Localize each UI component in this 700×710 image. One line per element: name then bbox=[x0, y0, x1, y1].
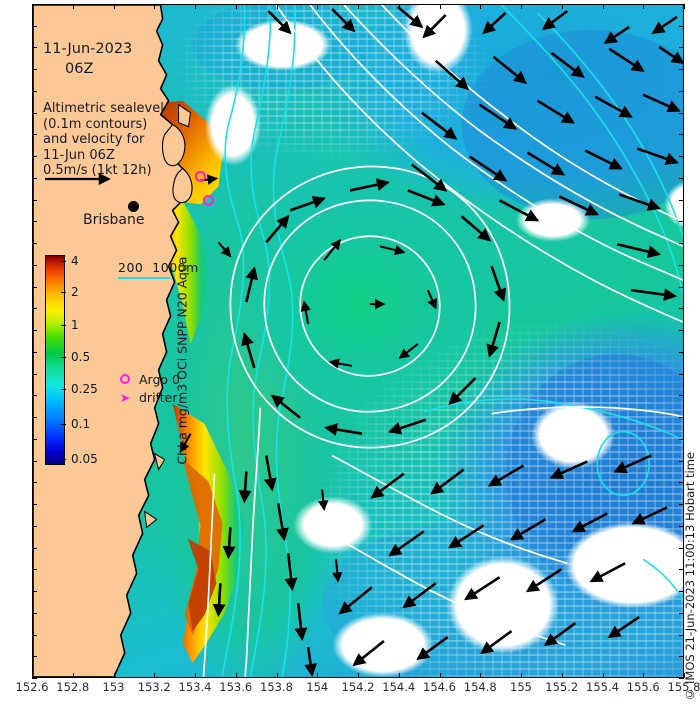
y-axis-labels: 26.626.726.826.92727.127.227.327.427.527… bbox=[0, 0, 30, 710]
x-tick-label: 155.8 bbox=[667, 680, 700, 694]
x-tick-label: 153 bbox=[102, 680, 125, 694]
description-annotation: Altimetric sealevel (0.1m contours) and … bbox=[43, 101, 164, 179]
colorbar: 4 2 1 0.5 0.25 0.1 0.05 bbox=[45, 254, 98, 466]
x-tick-label: 152.6 bbox=[15, 680, 49, 694]
colorbar-title: Chl-a mg/m3 OCi SNPP N20 Aqua bbox=[78, 255, 286, 465]
colorbar-tick-5: 0.1 bbox=[61, 417, 90, 431]
legend-label-argo: Argo 0 bbox=[139, 371, 180, 387]
x-tick-label: 154 bbox=[306, 680, 329, 694]
x-axis-labels: 152.6 152.8 153 153.2 153.4 153.6 153.8 154 154.… bbox=[0, 680, 700, 710]
x-tick-label: 153.8 bbox=[260, 680, 293, 694]
x-tick-label: 155.2 bbox=[545, 680, 579, 694]
x-tick-label: 154.8 bbox=[463, 680, 497, 694]
time-line: 06Z bbox=[65, 61, 94, 77]
marker-legend: Argo 0 ➤ drifter bbox=[117, 370, 180, 406]
legend-label-drifter: drifter bbox=[139, 389, 178, 405]
colorbar-tick-6: 0.05 bbox=[61, 452, 98, 466]
colorbar-tick-1: 2 bbox=[61, 285, 79, 299]
legend-item-drifter: ➤ drifter bbox=[117, 388, 180, 406]
x-tick-label: 155 bbox=[510, 680, 532, 694]
bathymetry-key-text: 200 1000m bbox=[118, 260, 199, 275]
velocity-vectors: .v{stroke:#000;stroke-width:2.6;marker-e… bbox=[179, 5, 683, 677]
x-tick-label: 154.2 bbox=[341, 680, 375, 694]
colorbar-tick-2: 1 bbox=[61, 318, 79, 332]
credit-label: © IMOS 21-Jun-2023 11:00:13 Hobart time bbox=[683, 452, 697, 702]
drifter-arrow-icon: ➤ bbox=[119, 389, 131, 405]
x-tick-label: 153.2 bbox=[137, 680, 171, 694]
map-plot-area: .v{stroke:#000;stroke-width:2.6;marker-e… bbox=[32, 4, 684, 678]
colorbar-tick-3: 0.5 bbox=[61, 350, 90, 364]
x-tick-label: 154.4 bbox=[382, 680, 416, 694]
land-mask bbox=[33, 5, 193, 677]
bathymetry-key-line bbox=[118, 277, 170, 279]
date-line: 11-Jun-2023 bbox=[43, 41, 133, 57]
y-tick-mark bbox=[32, 678, 37, 679]
velocity-scale-arrow bbox=[45, 172, 111, 186]
bathymetry-scale-key: 200 1000m bbox=[118, 260, 214, 279]
brisbane-label: Brisbane bbox=[83, 212, 145, 228]
x-tick-label: 155.6 bbox=[626, 680, 660, 694]
credit-text: © IMOS 21-Jun-2023 11:00:13 Hobart time bbox=[682, 0, 698, 710]
argo-ring-icon bbox=[117, 372, 133, 387]
brisbane-marker-dot bbox=[128, 201, 139, 212]
legend-item-argo: Argo 0 bbox=[117, 370, 180, 388]
x-tick-label: 153.6 bbox=[219, 680, 253, 694]
colorbar-title-text: Chl-a mg/m3 OCi SNPP N20 Aqua bbox=[174, 255, 190, 465]
float-markers bbox=[194, 170, 215, 206]
colorbar-tick-0: 4 bbox=[61, 254, 79, 268]
sealevel-contours bbox=[202, 5, 683, 677]
date-annotation: 11-Jun-2023 06Z bbox=[43, 39, 132, 79]
x-tick-label: 152.8 bbox=[56, 680, 90, 694]
x-tick-label: 154.6 bbox=[423, 680, 456, 694]
x-tick-label: 155.4 bbox=[586, 680, 619, 694]
x-tick-label: 153.4 bbox=[178, 680, 212, 694]
colorbar-tick-4: 0.25 bbox=[61, 382, 98, 396]
